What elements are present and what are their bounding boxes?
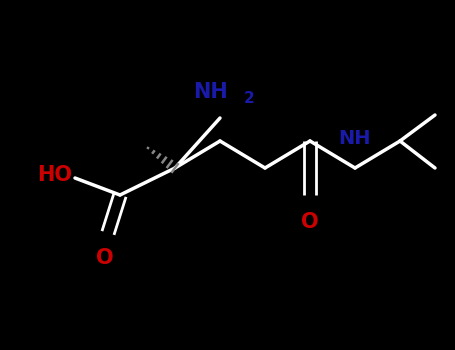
Text: O: O bbox=[301, 212, 319, 232]
Text: NH: NH bbox=[339, 129, 371, 148]
Text: NH: NH bbox=[193, 82, 228, 102]
Text: O: O bbox=[96, 248, 114, 268]
Text: 2: 2 bbox=[244, 91, 255, 106]
Text: HO: HO bbox=[37, 165, 72, 185]
